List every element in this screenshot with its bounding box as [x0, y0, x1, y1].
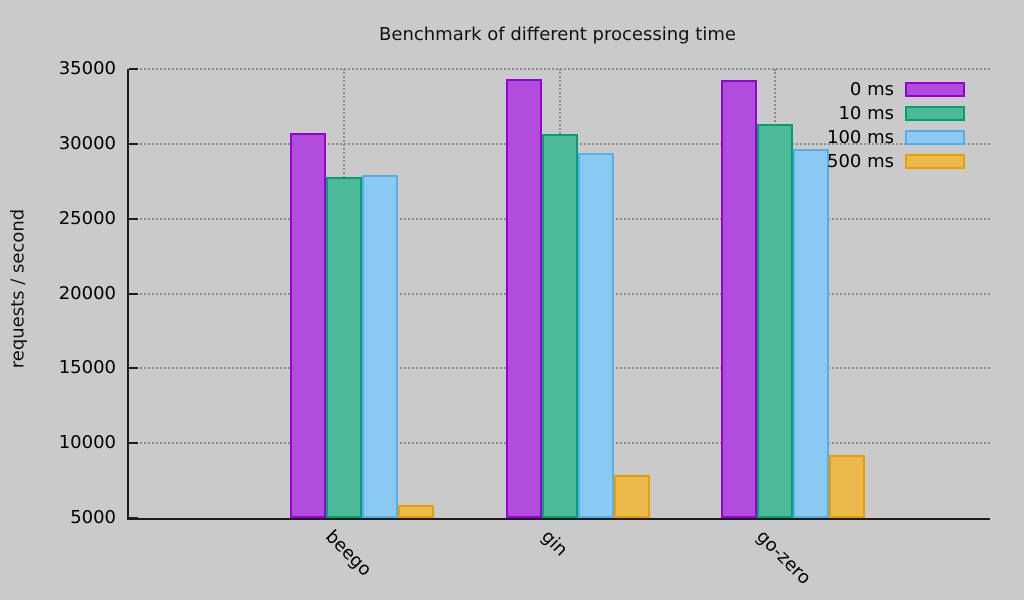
- y-tick-label: 20000: [58, 282, 116, 304]
- legend-swatch: [905, 105, 965, 121]
- chart-title: Benchmark of different processing time: [379, 24, 736, 45]
- bar-go-zero-10ms: [756, 124, 793, 518]
- y-tick-label: 15000: [58, 357, 116, 379]
- legend-row: 0 ms: [827, 77, 965, 101]
- bar-beego-0ms: [290, 133, 327, 518]
- y-tick-label: 30000: [58, 132, 116, 154]
- legend-swatch: [905, 129, 965, 145]
- y-tick-mark: [129, 68, 138, 70]
- bar-gin-10ms: [541, 134, 578, 518]
- x-tick-label-go-zero: go-zero: [751, 526, 815, 589]
- bar-gin-100ms: [577, 152, 614, 518]
- y-tick-mark: [129, 217, 138, 220]
- bar-gin-500ms: [613, 474, 650, 518]
- legend-swatch: [905, 153, 965, 169]
- bar-gin-0ms: [505, 79, 542, 518]
- y-tick-mark: [129, 142, 138, 145]
- legend: 0 ms 10 ms 100 ms 500 ms: [827, 77, 965, 173]
- legend-label: 0 ms: [849, 78, 894, 100]
- plot-area: [127, 68, 990, 520]
- legend-label: 10 ms: [838, 102, 894, 124]
- bar-go-zero-100ms: [792, 149, 829, 518]
- y-tick-mark: [129, 442, 138, 445]
- bar-go-zero-500ms: [828, 455, 865, 518]
- legend-row: 500 ms: [827, 149, 965, 173]
- bar-beego-500ms: [398, 505, 435, 518]
- y-tick-label: 10000: [58, 432, 116, 454]
- x-tick-label-beego: beego: [321, 526, 376, 581]
- legend-row: 10 ms: [827, 101, 965, 125]
- bar-beego-10ms: [326, 176, 363, 518]
- y-tick-mark: [129, 517, 138, 519]
- y-tick-mark: [129, 292, 138, 295]
- bar-go-zero-0ms: [720, 80, 757, 518]
- y-tick-label: 25000: [58, 207, 116, 229]
- legend-swatch: [905, 81, 965, 97]
- y-tick-label: 35000: [58, 58, 116, 79]
- legend-label: 100 ms: [827, 126, 894, 148]
- legend-label: 500 ms: [827, 150, 894, 172]
- bar-beego-100ms: [362, 175, 399, 518]
- y-tick-label: 5000: [70, 507, 116, 528]
- x-tick-label-gin: gin: [536, 526, 572, 561]
- legend-row: 100 ms: [827, 125, 965, 149]
- y-tick-mark: [129, 367, 138, 370]
